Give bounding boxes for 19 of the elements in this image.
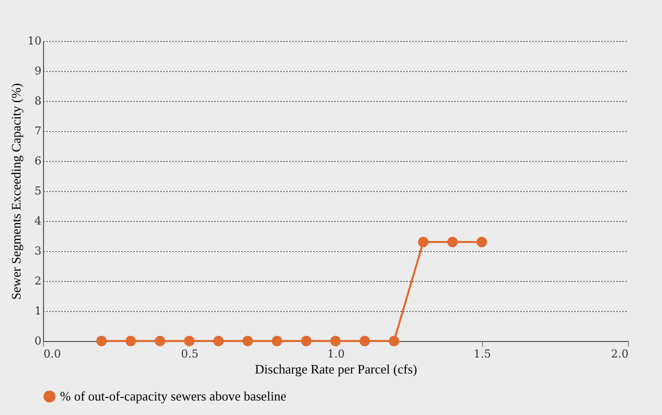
- y-tick-label: 5: [34, 184, 42, 198]
- x-tick-label: 1.5: [474, 348, 491, 360]
- legend-label: % of out-of-capacity sewers above baseline: [60, 388, 287, 404]
- x-axis-title: Discharge Rate per Parcel (cfs): [254, 362, 418, 376]
- y-tick-label: 3: [34, 244, 42, 258]
- y-tick-label: 7: [34, 124, 42, 138]
- y-tick-label: 2: [34, 274, 42, 288]
- y-tick-label: 10: [28, 34, 42, 48]
- y-tick-label: 8: [34, 94, 42, 108]
- y-tick-label: 9: [34, 64, 42, 78]
- x-tick-label: 0.0: [44, 348, 61, 360]
- x-tick-label: 0.5: [181, 348, 198, 360]
- x-tick-label: 1.0: [327, 348, 345, 360]
- y-tick-label: 0: [34, 334, 42, 348]
- y-tick-label: 6: [34, 154, 42, 168]
- y-tick-label: 4: [34, 214, 42, 228]
- y-tick-label: 1: [34, 304, 42, 318]
- x-tick-label: 2.0: [611, 348, 628, 360]
- y-axis-title: Sewer Segments Exceeding Capacity (%): [8, 83, 24, 300]
